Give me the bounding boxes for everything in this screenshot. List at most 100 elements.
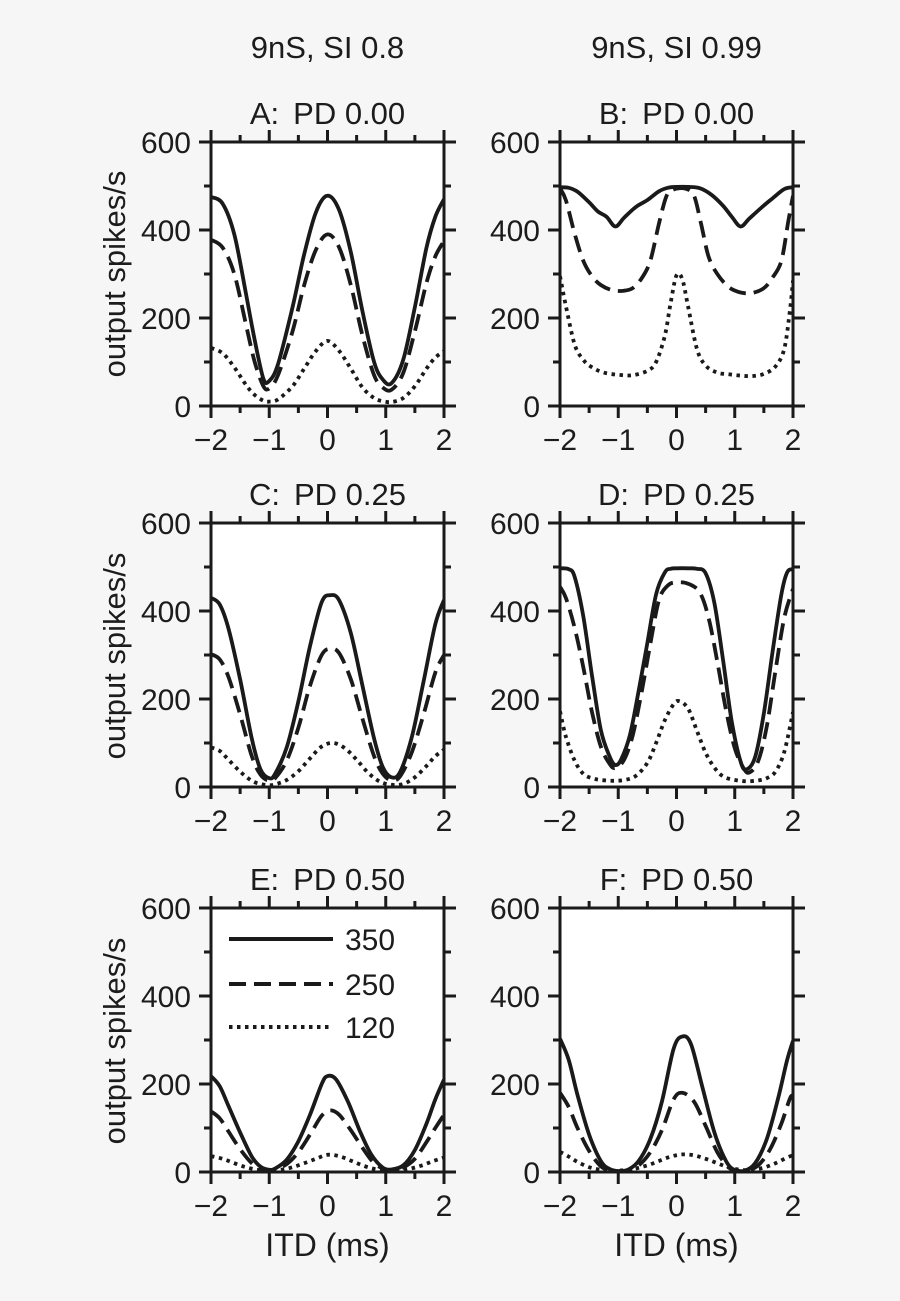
y-tick-label: 600 xyxy=(490,508,540,541)
panel-letter-c: C: xyxy=(248,477,280,512)
panel-condition-c: PD 0.25 xyxy=(293,477,406,512)
y-tick-label: 400 xyxy=(141,981,191,1014)
y-axis-label-row2: output spikes/s xyxy=(97,552,132,760)
x-tick-label: 2 xyxy=(785,1190,802,1223)
x-axis-label-right: ITD (ms) xyxy=(614,1227,739,1263)
x-tick-label: 2 xyxy=(436,805,453,838)
x-tick-label: 0 xyxy=(668,805,685,838)
y-tick-label: 400 xyxy=(490,215,540,248)
y-tick-label: 200 xyxy=(141,303,191,336)
x-tick-label: 1 xyxy=(726,805,743,838)
series-250-curve xyxy=(211,1108,444,1172)
y-tick-label: 200 xyxy=(490,1069,540,1102)
series-350-curve xyxy=(211,593,444,781)
y-tick-label: 600 xyxy=(141,127,191,160)
series-250-curve xyxy=(560,186,793,296)
x-tick-label: −1 xyxy=(252,424,286,457)
x-tick-label: −2 xyxy=(194,805,228,838)
x-tick-label: 0 xyxy=(668,424,685,457)
x-tick-label: 0 xyxy=(319,805,336,838)
x-tick-label: −2 xyxy=(543,424,577,457)
y-tick-label: 0 xyxy=(523,391,540,424)
panel-condition-e: PD 0.50 xyxy=(293,862,406,897)
series-250-curve xyxy=(560,1090,793,1172)
x-tick-label: −1 xyxy=(252,805,286,838)
y-tick-label: 600 xyxy=(141,893,191,926)
y-tick-label: 0 xyxy=(523,772,540,805)
x-tick-label: 1 xyxy=(726,424,743,457)
series-120-curve xyxy=(560,699,793,784)
x-tick-label: 0 xyxy=(319,424,336,457)
y-tick-label: 0 xyxy=(174,391,191,424)
series-120-curve xyxy=(560,271,793,379)
x-tick-label: 1 xyxy=(377,805,394,838)
y-tick-label: 400 xyxy=(490,596,540,629)
series-350-curve xyxy=(560,184,793,229)
x-tick-label: 2 xyxy=(785,424,802,457)
x-axis-label-left: ITD (ms) xyxy=(265,1227,390,1263)
legend-label-350: 350 xyxy=(345,924,395,957)
x-tick-label: −2 xyxy=(543,805,577,838)
series-250-curve xyxy=(211,232,444,393)
panel-title-f: F: PD 0.50 xyxy=(560,862,793,898)
y-tick-label: 600 xyxy=(490,127,540,160)
panel-letter-e: E: xyxy=(249,862,280,897)
legend-label-250: 250 xyxy=(345,969,395,1002)
x-tick-label: −1 xyxy=(601,424,635,457)
panel-c-plot: −2 −1 0 1 2 0 200 400 600 xyxy=(141,508,456,838)
panel-condition-a: PD 0.00 xyxy=(293,96,406,131)
y-tick-label: 400 xyxy=(141,215,191,248)
x-tick-label: −2 xyxy=(543,1190,577,1223)
y-tick-label: 200 xyxy=(141,1069,191,1102)
panel-letter-f: F: xyxy=(599,862,628,897)
y-tick-label: 400 xyxy=(490,981,540,1014)
y-tick-label: 200 xyxy=(141,684,191,717)
panel-a-plot: −2 −1 0 1 2 0 200 400 600 xyxy=(141,127,456,457)
x-tick-label: 0 xyxy=(668,1190,685,1223)
legend-label-120: 120 xyxy=(345,1012,395,1045)
x-tick-label: −1 xyxy=(601,805,635,838)
series-250-curve xyxy=(211,646,444,784)
panel-b-plot: −2 −1 0 1 2 0 200 400 600 xyxy=(490,127,805,457)
column-header-left: 9nS, SI 0.8 xyxy=(250,30,405,65)
panel-title-d: D: PD 0.25 xyxy=(560,477,793,513)
panel-title-e: E: PD 0.50 xyxy=(211,862,444,898)
column-header-right: 9nS, SI 0.99 xyxy=(591,30,762,65)
y-tick-label: 0 xyxy=(174,1157,191,1190)
x-tick-label: −2 xyxy=(194,1190,228,1223)
x-tick-label: 1 xyxy=(726,1190,743,1223)
x-tick-label: 0 xyxy=(319,1190,336,1223)
series-120-curve xyxy=(211,1152,444,1172)
series-350-curve xyxy=(211,193,444,387)
panel-condition-b: PD 0.00 xyxy=(642,96,755,131)
y-tick-label: 200 xyxy=(490,303,540,336)
x-tick-label: 2 xyxy=(785,805,802,838)
series-350-curve xyxy=(211,1073,444,1172)
series-120-curve xyxy=(211,741,444,787)
y-tick-label: 200 xyxy=(490,684,540,717)
panel-title-a: A: PD 0.00 xyxy=(211,96,444,132)
x-tick-label: 2 xyxy=(436,424,453,457)
series-250-curve xyxy=(560,580,793,775)
series-120-curve xyxy=(560,1150,793,1172)
panel-title-b: B: PD 0.00 xyxy=(560,96,793,132)
series-350-curve xyxy=(560,566,793,772)
panel-condition-d: PD 0.25 xyxy=(642,477,755,512)
panel-letter-d: D: xyxy=(597,477,629,512)
panel-letter-b: B: xyxy=(598,96,629,131)
x-tick-label: 2 xyxy=(436,1190,453,1223)
panel-letter-a: A: xyxy=(249,96,280,131)
panel-f-plot: −2 −1 0 1 2 0 200 400 600 xyxy=(490,893,805,1223)
panel-d-plot: −2 −1 0 1 2 0 200 400 600 xyxy=(490,508,805,838)
series-120-curve xyxy=(211,338,444,405)
panel-condition-f: PD 0.50 xyxy=(641,862,754,897)
y-tick-label: 400 xyxy=(141,596,191,629)
x-tick-label: −1 xyxy=(601,1190,635,1223)
x-tick-label: 1 xyxy=(377,1190,394,1223)
y-tick-label: 0 xyxy=(523,1157,540,1190)
x-tick-label: 1 xyxy=(377,424,394,457)
y-axis-label-row3: output spikes/s xyxy=(97,937,132,1145)
y-tick-label: 600 xyxy=(490,893,540,926)
